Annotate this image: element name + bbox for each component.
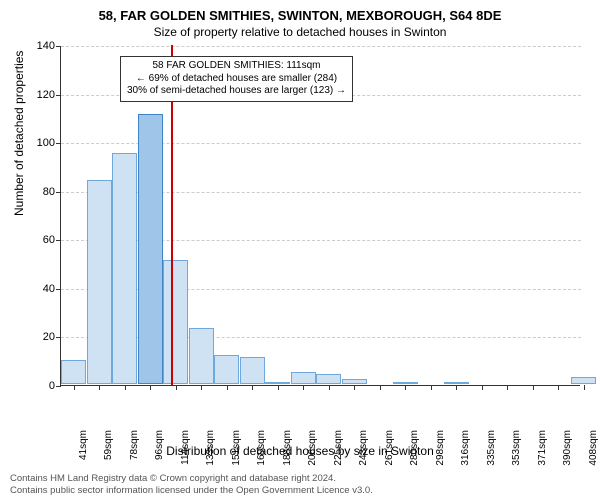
x-tick — [533, 385, 534, 390]
x-tick — [99, 385, 100, 390]
y-tick-label: 40 — [27, 283, 55, 295]
x-tick — [456, 385, 457, 390]
x-tick — [405, 385, 406, 390]
y-tick-label: 120 — [27, 89, 55, 101]
y-tick — [56, 240, 61, 241]
x-tick — [507, 385, 508, 390]
x-tick — [329, 385, 330, 390]
x-tick — [150, 385, 151, 390]
x-tick — [252, 385, 253, 390]
histogram-bar — [571, 377, 596, 384]
x-tick — [354, 385, 355, 390]
y-tick-label: 100 — [27, 137, 55, 149]
chart-title-main: 58, FAR GOLDEN SMITHIES, SWINTON, MEXBOR… — [0, 0, 600, 23]
histogram-bar — [214, 355, 239, 384]
x-tick — [201, 385, 202, 390]
x-tick — [380, 385, 381, 390]
x-tick — [584, 385, 585, 390]
y-tick-label: 80 — [27, 186, 55, 198]
x-tick — [125, 385, 126, 390]
histogram-bar — [342, 379, 367, 384]
y-tick — [56, 386, 61, 387]
annotation-line-1: 58 FAR GOLDEN SMITHIES: 111sqm — [127, 60, 346, 73]
attribution-text: Contains HM Land Registry data © Crown c… — [10, 473, 590, 496]
chart-plot-area: 02040608010012014041sqm59sqm78sqm96sqm11… — [60, 46, 580, 386]
y-tick-label: 0 — [27, 380, 55, 392]
histogram-bar — [61, 360, 86, 384]
attribution-line-2: Contains public sector information licen… — [10, 485, 590, 496]
x-tick — [278, 385, 279, 390]
annotation-box: 58 FAR GOLDEN SMITHIES: 111sqm ← 69% of … — [120, 56, 353, 102]
y-tick — [56, 289, 61, 290]
y-tick — [56, 46, 61, 47]
y-tick — [56, 192, 61, 193]
histogram-bar — [393, 382, 418, 384]
x-tick — [558, 385, 559, 390]
y-tick-label: 140 — [27, 40, 55, 52]
histogram-bar — [265, 382, 290, 384]
x-axis-label: Distribution of detached houses by size … — [0, 444, 600, 458]
annotation-line-2: ← 69% of detached houses are smaller (28… — [127, 73, 346, 86]
gridline — [61, 46, 581, 47]
x-tick — [176, 385, 177, 390]
histogram-bar — [163, 260, 188, 384]
x-tick — [431, 385, 432, 390]
histogram-bar — [240, 357, 265, 384]
annotation-line-3: 30% of semi-detached houses are larger (… — [127, 85, 346, 98]
x-tick — [74, 385, 75, 390]
y-tick-label: 60 — [27, 234, 55, 246]
histogram-bar — [316, 374, 341, 384]
y-tick — [56, 143, 61, 144]
y-tick-label: 20 — [27, 331, 55, 343]
y-tick — [56, 337, 61, 338]
attribution-line-1: Contains HM Land Registry data © Crown c… — [10, 473, 590, 484]
histogram-bar — [444, 382, 469, 384]
y-axis-label: Number of detached properties — [12, 51, 26, 216]
histogram-bar — [189, 328, 214, 384]
chart-title-sub: Size of property relative to detached ho… — [0, 23, 600, 39]
x-tick — [482, 385, 483, 390]
x-tick — [227, 385, 228, 390]
histogram-bar — [87, 180, 112, 384]
histogram-bar — [112, 153, 137, 384]
y-tick — [56, 95, 61, 96]
x-tick — [303, 385, 304, 390]
histogram-bar — [138, 114, 163, 384]
histogram-bar — [291, 372, 316, 384]
